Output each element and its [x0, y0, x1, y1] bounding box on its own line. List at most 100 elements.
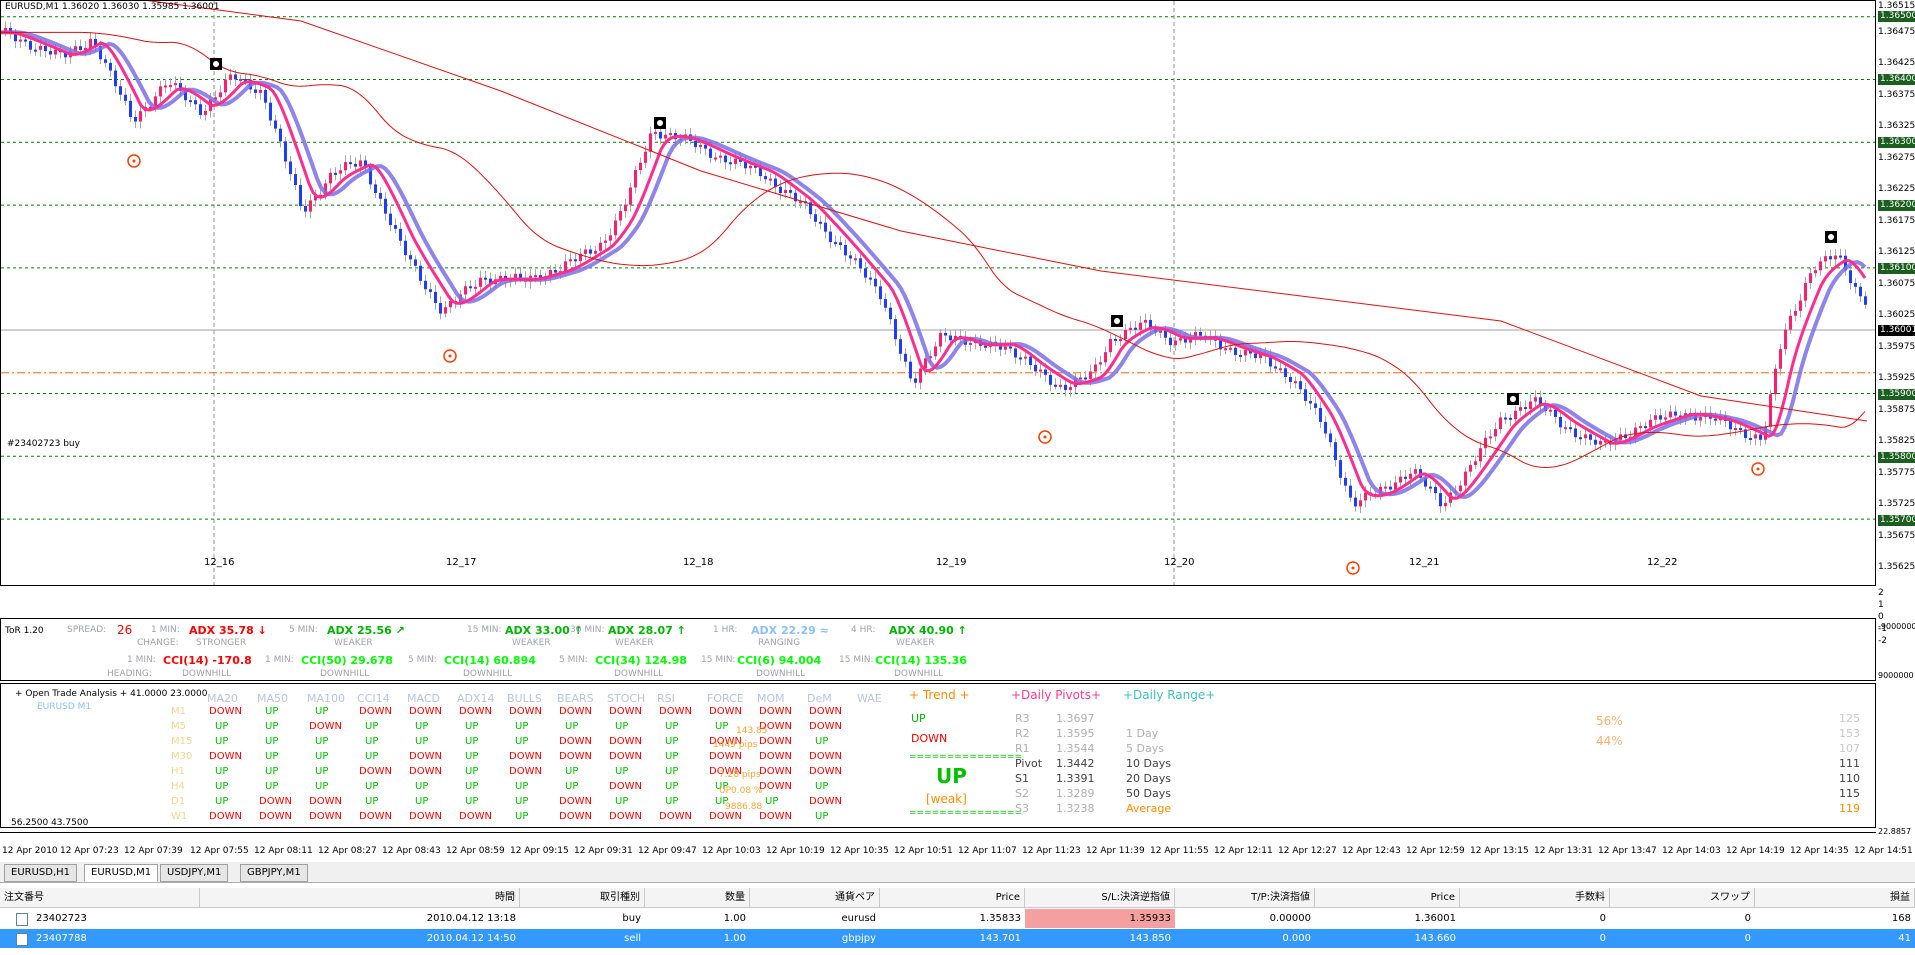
time-axis-label: 12 Apr 12:43: [1342, 846, 1401, 856]
candle-body: [1349, 485, 1352, 498]
orders-cell: 0.000: [1282, 933, 1311, 944]
candle-body: [1089, 371, 1092, 379]
candle-body: [1014, 348, 1017, 358]
time-axis-label: 12 Apr 2010: [2, 846, 58, 856]
candle-body: [1144, 319, 1147, 323]
main-chart[interactable]: EURUSD,M1 1.36020 1.36030 1.35985 1.3600…: [0, 0, 1876, 586]
candle-body: [499, 275, 502, 280]
chart-tab[interactable]: EURUSD,H1: [4, 864, 78, 882]
candle-body: [304, 206, 307, 212]
ota-signal-cell: UP: [665, 796, 679, 807]
orders-header[interactable]: Price: [1315, 888, 1460, 908]
price-label: 1.36200: [1878, 199, 1915, 211]
candle-body: [1259, 354, 1262, 359]
price-chart-canvas: [1, 1, 1875, 585]
orders-header[interactable]: 取引種別: [520, 888, 645, 908]
candle-body: [1139, 322, 1142, 330]
scale-extra-label: 1: [1878, 600, 1884, 610]
ota-signal-cell: DOWN: [559, 796, 592, 807]
ota-signal-cell: DOWN: [809, 721, 842, 732]
candle-body: [569, 259, 572, 262]
chart-tab[interactable]: EURUSD,M1: [84, 864, 159, 882]
candle-body: [94, 38, 97, 46]
candle-body: [1779, 349, 1782, 369]
ota-signal-cell: UP: [465, 721, 479, 732]
ota-signal-cell: UP: [615, 796, 629, 807]
tor-indicator-pane[interactable]: ToR 1.20 SPREAD: 26 CHANGE: HEADING: 1 M…: [0, 618, 1876, 681]
ota-signal-cell: DOWN: [659, 706, 692, 717]
candle-body: [894, 319, 897, 340]
orders-cell: gbpjpy: [841, 933, 876, 944]
ota-column-header: MA20: [207, 692, 239, 705]
candle-body: [1184, 338, 1187, 343]
price-label: 1.35875: [1878, 404, 1915, 415]
orders-header[interactable]: スワップ: [1610, 888, 1755, 908]
candle-body: [1224, 348, 1227, 351]
candle-body: [449, 300, 452, 308]
candle-body: [44, 45, 47, 52]
ota-signal-cell: DOWN: [809, 766, 842, 777]
orders-header[interactable]: 通貨ペア: [750, 888, 880, 908]
candle-body: [1094, 364, 1097, 372]
candle-body: [1864, 296, 1867, 305]
ota-signal-cell: DOWN: [459, 811, 492, 822]
orders-header[interactable]: 時間: [200, 888, 520, 908]
orders-cell: sell: [624, 933, 641, 944]
candle-body: [1294, 381, 1297, 384]
ota-signal-cell: DOWN: [409, 706, 442, 717]
ota-signal-cell: UP: [265, 706, 279, 717]
candle-body: [1499, 417, 1502, 430]
candle-body: [829, 231, 832, 243]
time-axis: 12 Apr 2010 12 Apr 07:23 12 Apr 07:39 12 Ap…: [0, 832, 1913, 863]
adx-value: ADX 25.56 ↗: [327, 624, 405, 637]
orders-header[interactable]: T/P:決済指値: [1175, 888, 1315, 908]
candle-body: [19, 39, 22, 42]
candle-body: [469, 286, 472, 289]
orders-header[interactable]: 損益: [1755, 888, 1915, 908]
cci-state: DOWNHILL: [894, 669, 944, 679]
ota-signal-cell: UP: [615, 766, 629, 777]
candle-body: [1559, 416, 1562, 428]
fractal-top-dot: [1114, 318, 1120, 324]
candle-body: [324, 183, 327, 195]
ota-column-header: BULLS: [507, 692, 542, 705]
price-scale[interactable]: 1.36515 1.36500 1.36475 1.36425 1.36400 1.363…: [1876, 0, 1915, 836]
adx-state: WEAKER: [615, 638, 654, 648]
candle-body: [1334, 442, 1337, 461]
candle-body: [1744, 429, 1747, 438]
orders-row[interactable]: 23407788 2010.04.12 14:50 sell 1.00 gbpjpy 14…: [0, 929, 1915, 948]
time-axis-label: 12 Apr 14:19: [1726, 846, 1785, 856]
candle-body: [859, 258, 862, 269]
orders-header[interactable]: 数量: [645, 888, 750, 908]
orders-header[interactable]: 注文番号: [0, 888, 200, 908]
ota-overlay-text: 9886.88: [725, 802, 763, 812]
ota-overlay-text: 7.28 pips: [719, 770, 761, 780]
ota-signal-cell: DOWN: [409, 751, 442, 762]
ota-signal-cell: DOWN: [309, 796, 342, 807]
candle-body: [739, 158, 742, 162]
orders-header[interactable]: S/L:決済逆指値: [1025, 888, 1175, 908]
ota-signal-cell: DOWN: [209, 706, 242, 717]
ota-signal-cell: UP: [265, 751, 279, 762]
time-axis-label: 12 Apr 09:31: [574, 846, 633, 856]
candle-body: [889, 307, 892, 320]
open-trade-analysis-pane[interactable]: + Open Trade Analysis + 41.0000 23.0000 …: [0, 683, 1876, 828]
cci-state: DOWNHILL: [756, 669, 806, 679]
candle-body: [1509, 417, 1512, 420]
trend-down: DOWN: [911, 732, 948, 745]
candle-body: [339, 170, 342, 174]
range-key: 1 Day: [1126, 727, 1159, 740]
ota-signal-cell: DOWN: [559, 751, 592, 762]
candle-body: [629, 187, 632, 205]
orders-header[interactable]: 手数料: [1460, 888, 1610, 908]
ota-signal-cell: DOWN: [809, 751, 842, 762]
candle-body: [1324, 421, 1327, 434]
price-label: 1.36175: [1878, 215, 1915, 226]
orders-row[interactable]: 23402723 2010.04.12 13:18 buy 1.00 eurusd 1.3…: [0, 909, 1915, 928]
chart-tab[interactable]: GBPJPY,M1: [240, 864, 308, 882]
chart-tab[interactable]: USDJPY,M1: [160, 864, 229, 882]
candle-body: [1484, 437, 1487, 449]
candle-body: [1084, 377, 1087, 380]
candle-body: [1119, 339, 1122, 342]
orders-header[interactable]: Price: [880, 888, 1025, 908]
